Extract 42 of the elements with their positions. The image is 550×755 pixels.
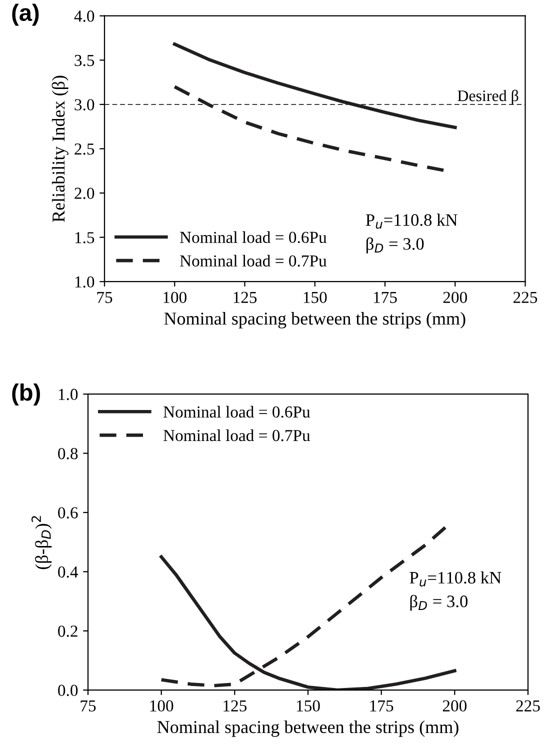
x-axis-title: Nominal spacing between the strips (mm) xyxy=(157,720,458,737)
chart-title: (a) xyxy=(12,4,39,26)
chart-title: (b) xyxy=(12,383,40,406)
x-tick-label: 150 xyxy=(304,292,327,304)
x-tick-label: 225 xyxy=(513,292,538,304)
x-tick-label: 150 xyxy=(296,700,320,712)
legend-label: Nominal load = 0.7Pu xyxy=(163,429,310,442)
legend-label: Nominal load = 0.6Pu xyxy=(180,231,327,244)
x-tick-label: 100 xyxy=(150,700,174,712)
y-tick-label: 0.8 xyxy=(58,448,78,460)
y-tick-label: 1.0 xyxy=(58,388,78,400)
annotation: P$_{u}$=110.8 kN xyxy=(410,571,502,586)
x-tick-label: 175 xyxy=(374,292,397,304)
y-axis-title: (β-β$_{D}$)$^{2}$ xyxy=(31,516,52,570)
x-tick-label: 200 xyxy=(442,700,467,712)
x-axis-title: Nominal spacing between the strips (mm) xyxy=(164,312,466,328)
ref-line-label: Desired β xyxy=(458,90,518,104)
y-tick-label: 0.2 xyxy=(58,626,78,637)
y-tick-label: 3.5 xyxy=(74,54,94,66)
y-tick-label: 1.0 xyxy=(75,276,94,288)
y-tick-label: 0.6 xyxy=(58,507,78,519)
x-tick-label: 175 xyxy=(370,700,394,712)
x-tick-label: 225 xyxy=(516,700,540,712)
y-tick-label: 0.0 xyxy=(58,684,78,696)
y-tick-label: 2.0 xyxy=(74,188,94,200)
x-tick-label: 75 xyxy=(80,700,96,712)
x-tick-label: 125 xyxy=(224,700,247,712)
x-tick-label: 100 xyxy=(164,292,186,304)
annotation: P$_{u}$=110.8 kN xyxy=(366,214,458,229)
x-tick-label: 200 xyxy=(443,292,467,304)
y-tick-label: 0.4 xyxy=(58,566,78,578)
x-tick-label: 75 xyxy=(97,292,112,304)
y-tick-label: 3.0 xyxy=(74,99,94,110)
x-tick-label: 125 xyxy=(234,292,257,304)
y-tick-label: 1.5 xyxy=(75,232,94,244)
legend-label: Nominal load = 0.6Pu xyxy=(163,406,310,418)
legend-label: Nominal load = 0.7Pu xyxy=(180,254,327,267)
annotation: β$_{D}$ = 3.0 xyxy=(410,594,468,611)
annotation: β$_{D}$ = 3.0 xyxy=(366,237,424,254)
y-axis-title: Reliability Index (β) xyxy=(52,76,68,222)
y-tick-label: 4.0 xyxy=(74,10,94,22)
y-tick-label: 2.5 xyxy=(74,143,94,155)
